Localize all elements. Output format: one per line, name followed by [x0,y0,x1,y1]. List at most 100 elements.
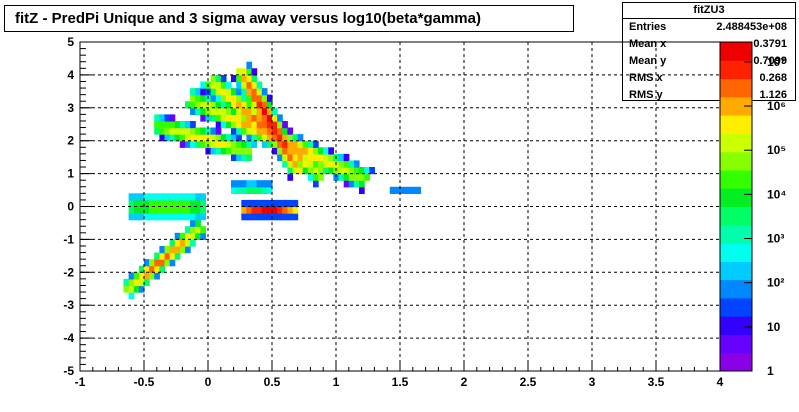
heatmap-cells [123,61,422,300]
heatmap-cell [246,180,253,188]
heatmap-cell [246,186,253,194]
heatmap-cell [185,101,191,109]
heatmap-cell [154,259,160,267]
y-tick-label: -1 [63,232,74,246]
heatmap-cell [297,134,304,142]
heatmap-cell [205,127,212,135]
heatmap-cell [302,153,309,162]
heatmap-cell [353,160,360,168]
heatmap-cell [266,121,273,129]
x-tick-label: 0.5 [264,375,281,389]
stats-label: Mean x [629,38,667,50]
heatmap-cell [174,121,181,129]
heatmap-cell [174,232,181,240]
heatmap-cell [200,134,206,142]
heatmap-cell [179,134,186,142]
heatmap-cell [138,265,145,273]
heatmap-cell [266,206,273,214]
heatmap-cell [272,127,278,135]
stats-row-mean-y: Mean y 0.7099 [623,53,795,70]
heatmap-cell [215,101,222,109]
heatmap-cell [394,186,401,194]
heatmap-cell [297,140,304,148]
heatmap-cell [200,193,206,201]
heatmap-cell [246,134,253,142]
heatmap-cell [133,278,140,287]
heatmap-cell [261,114,268,122]
heatmap-cell [261,107,268,115]
heatmap-cell [133,272,140,280]
heatmap-cell [220,114,227,122]
heatmap-cell [287,160,294,168]
heatmap-cell [251,68,258,76]
heatmap-cell [185,232,191,240]
heatmap-cell [261,140,268,148]
heatmap-cell [164,246,171,254]
heatmap-cell [169,127,176,135]
heatmap-cell [190,121,196,129]
heatmap-cell [236,127,242,135]
heatmap-cell [236,134,242,142]
heatmap-cell [138,206,145,214]
heatmap-cell [164,193,171,201]
heatmap-cell [277,140,283,148]
heatmap-cell [231,180,237,188]
heatmap-cell [231,107,237,115]
heatmap-cell [400,186,406,194]
heatmap-cell [231,114,237,122]
heatmap-cell [323,153,329,162]
heatmap-cell [272,213,278,221]
heatmap-cell [236,121,242,129]
z-tick-label: 10⁴ [767,187,786,201]
heatmap-cell [236,81,242,89]
heatmap-cell [256,199,263,208]
color-scale-segment [720,316,752,335]
heatmap-cell [302,160,309,168]
heatmap-cell [190,226,196,234]
heatmap-cell [292,206,299,214]
heatmap-cell [328,153,334,162]
heatmap-cell [215,94,222,102]
heatmap-cell [415,186,422,194]
heatmap-cell [272,114,278,122]
heatmap-cell [154,252,160,260]
heatmap-cell [292,147,299,155]
heatmap-cell [261,180,268,188]
heatmap-cell [215,88,222,96]
heatmap-cell [272,199,278,208]
heatmap-cell [272,134,278,142]
heatmap-cell [333,173,340,181]
heatmap-cell [266,134,273,142]
stats-label: RMS y [629,89,663,101]
heatmap-cell [236,68,242,76]
heatmap-cell [338,160,345,168]
y-tick-label: 4 [67,68,74,82]
heatmap-cell [185,134,191,142]
heatmap-cell [343,160,350,168]
heatmap-cell [297,153,304,162]
heatmap-cell [169,239,176,247]
color-scale: 1 10 10² 10³ 10⁴ 10⁵ 10⁶ 10⁷ [719,41,786,378]
heatmap-cell [195,206,201,214]
heatmap-cell [256,107,263,115]
heatmap-cell [410,186,416,194]
heatmap-cell [272,206,278,214]
heatmap-cell [185,246,191,254]
heatmap-cell [241,127,247,135]
heatmap-cell [246,206,253,214]
heatmap-cell [164,114,171,122]
heatmap-cell [231,147,237,155]
heatmap-cell [179,232,186,240]
x-tick-label: 3.5 [648,375,665,389]
heatmap-cell [128,278,135,287]
heatmap-cell [215,127,222,135]
heatmap-cell [236,153,242,162]
heatmap-cell [246,147,253,155]
heatmap-cell [261,94,268,102]
heatmap-cell [144,259,150,267]
heatmap-cell [364,173,370,181]
stats-value: 0.3791 [753,38,787,50]
y-tick-label: 1 [67,167,74,181]
heatmap-cell [154,206,160,214]
heatmap-cell [287,153,294,162]
